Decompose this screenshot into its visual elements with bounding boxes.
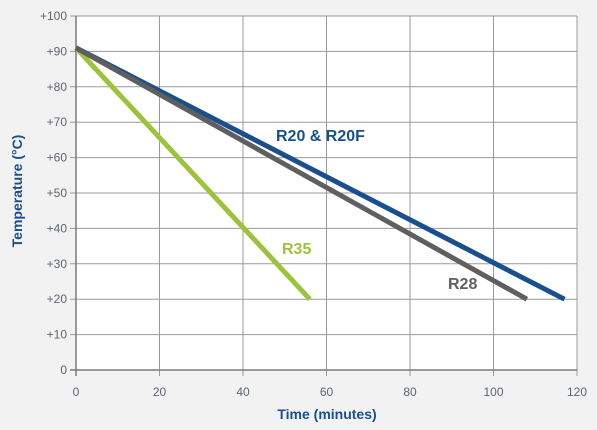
y-tick-label: +40 [47,221,68,235]
series-label-r35: R35 [282,241,311,258]
axes-layer: 0 +10 +20 +30 +40 +50 +60 +70 +80 +90 +100 0 20 40 60 8… [40,9,587,399]
series-layer [74,45,566,302]
series-line-r20-r20f [74,45,566,302]
series-line-r28 [74,45,529,302]
x-tick-label: 80 [403,385,417,399]
x-tick-label: 120 [567,385,587,399]
x-tick-label: 20 [153,385,167,399]
y-tick-label: +10 [47,328,68,342]
y-tick-label: +50 [47,186,68,200]
x-tick-label: 100 [483,385,503,399]
labels-layer: R20 & R20F R28 R35 [276,128,477,293]
x-tick-label: 0 [73,385,80,399]
series-label-r20-r20f: R20 & R20F [276,128,365,145]
y-tick-label: +30 [47,257,68,271]
y-tick-label: +100 [40,9,67,23]
y-tick-label: +70 [47,115,68,129]
y-tick-label: +60 [47,151,68,165]
grid-layer [70,15,578,376]
y-tick-label: 0 [60,363,67,377]
series-line-r35 [74,46,312,301]
y-tick-label: +80 [47,80,68,94]
series-label-r28: R28 [448,276,477,293]
y-tick-label: +90 [47,44,68,58]
x-tick-label: 40 [236,385,250,399]
x-axis-title: Time (minutes) [277,406,376,422]
x-tick-label: 60 [320,385,334,399]
y-tick-label: +20 [47,292,68,306]
y-axis-title: Temperature (°C) [9,135,25,248]
